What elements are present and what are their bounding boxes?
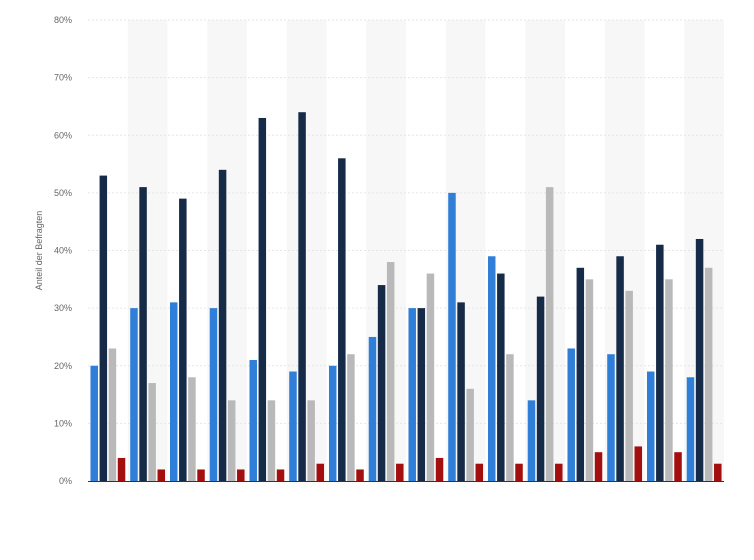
bar (148, 383, 156, 481)
bar (347, 354, 355, 481)
bar (417, 308, 426, 481)
y-tick-label: 70% (54, 73, 72, 83)
bar (695, 238, 704, 481)
bar (386, 262, 395, 481)
bar (448, 192, 456, 481)
bar (656, 244, 664, 481)
bar (117, 457, 126, 481)
bar (665, 279, 673, 481)
bar (515, 463, 523, 481)
bar (108, 348, 117, 481)
bars (90, 112, 722, 482)
bar (356, 469, 364, 481)
bar (139, 187, 147, 482)
y-tick-label: 20% (54, 361, 72, 371)
bar (408, 308, 416, 481)
bar (130, 308, 138, 481)
bar (396, 463, 404, 481)
bar (90, 365, 98, 481)
bar (209, 308, 218, 481)
bar (567, 348, 575, 481)
bar (686, 377, 695, 481)
bar (179, 198, 187, 481)
bar (368, 336, 377, 481)
bar (237, 469, 245, 481)
bar (258, 117, 267, 482)
bar (625, 290, 633, 481)
bar (506, 354, 514, 481)
bar (536, 296, 545, 481)
bar (249, 359, 257, 481)
bar (457, 302, 465, 481)
bar (307, 400, 315, 481)
bar (188, 377, 196, 481)
bar (527, 400, 536, 481)
bar (338, 158, 346, 482)
bar (218, 169, 227, 481)
y-tick-label: 50% (54, 188, 72, 198)
bar (377, 285, 386, 481)
bar (99, 175, 108, 481)
bar (298, 112, 306, 481)
bar (227, 400, 236, 481)
bar (585, 279, 594, 481)
bar (714, 463, 722, 481)
bar (497, 273, 505, 481)
bar (634, 446, 643, 481)
bar (276, 469, 285, 481)
y-tick-label: 60% (54, 130, 72, 140)
bar (426, 273, 435, 481)
bar (316, 463, 325, 481)
bar (435, 457, 444, 481)
bar (545, 187, 554, 482)
bar (267, 400, 276, 481)
bar (674, 452, 682, 481)
bar (646, 371, 655, 481)
bar (289, 371, 297, 481)
bar (594, 452, 603, 481)
y-axis-ticks: 0% 10% 20% 30% 40% 50% 60% 70% 80% (54, 15, 72, 486)
y-tick-label: 10% (54, 418, 72, 428)
bar (555, 463, 563, 481)
bar (169, 302, 178, 481)
bar (466, 388, 474, 481)
y-tick-label: 30% (54, 303, 72, 313)
bar (576, 267, 585, 481)
bar (328, 365, 337, 481)
bar (616, 256, 624, 481)
y-tick-label: 80% (54, 15, 72, 25)
bar (704, 267, 713, 481)
bar (607, 354, 615, 481)
y-axis-label: Anteil der Befragten (34, 211, 44, 291)
bar (487, 256, 496, 481)
bar (475, 463, 484, 481)
bar (197, 469, 205, 481)
y-tick-label: 0% (59, 476, 72, 486)
y-tick-label: 40% (54, 246, 72, 256)
bar (157, 469, 166, 481)
